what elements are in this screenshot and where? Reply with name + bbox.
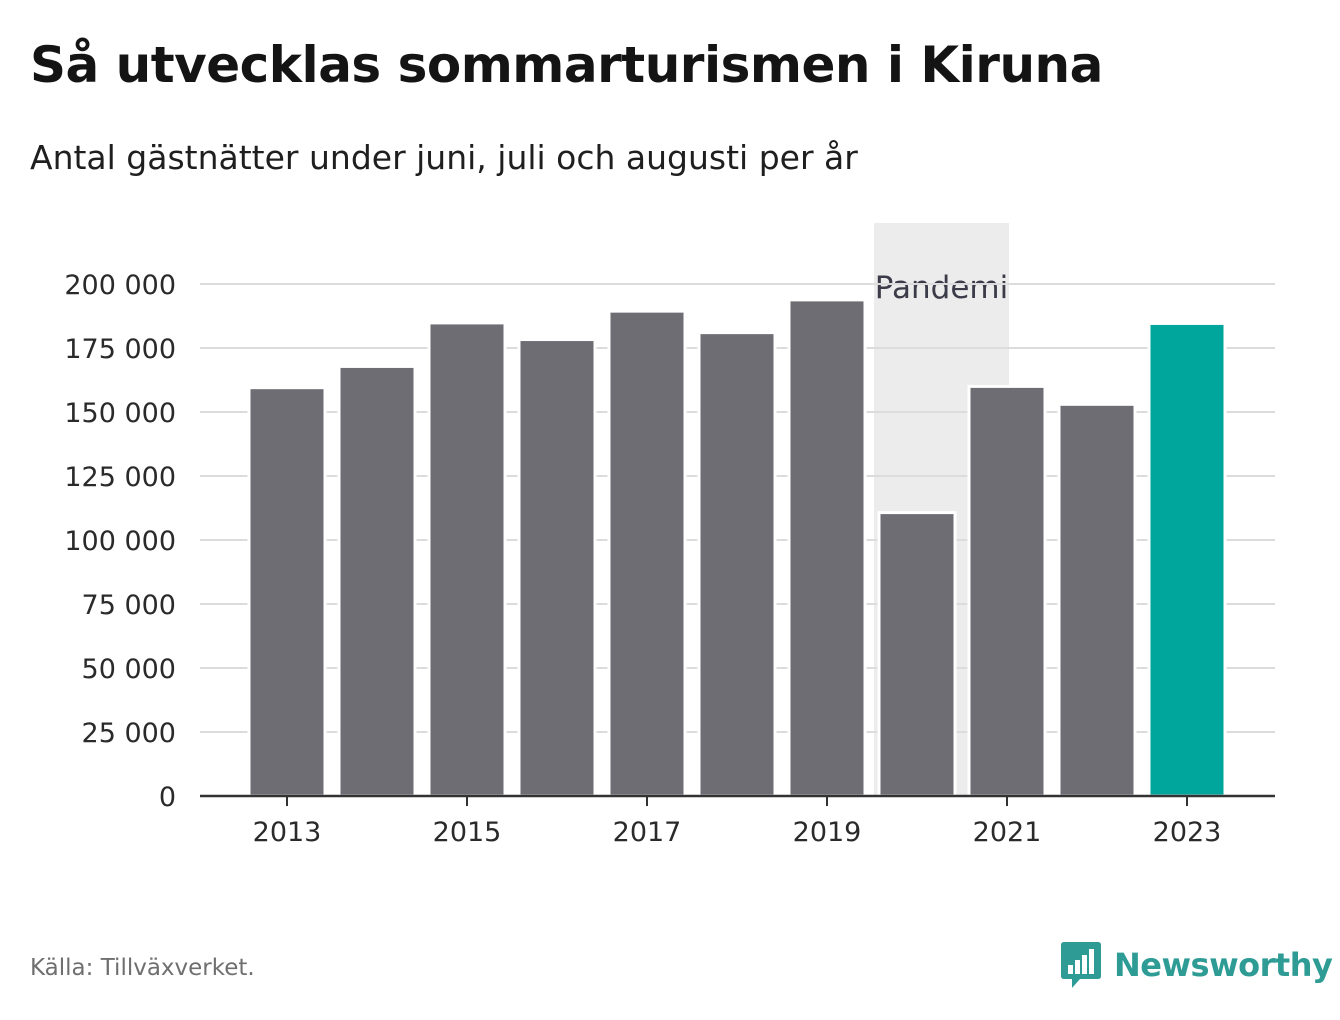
y-tick-label: 150 000 <box>64 398 176 429</box>
bar-2020 <box>877 511 957 798</box>
bar-2017 <box>607 309 687 798</box>
x-tick-label: 2013 <box>253 817 322 848</box>
x-tick-label: 2015 <box>433 817 502 848</box>
brand-name: Newsworthy <box>1114 946 1333 984</box>
y-tick-label: 200 000 <box>64 270 176 301</box>
bar-2015 <box>427 321 507 798</box>
x-tick-label: 2023 <box>1153 817 1222 848</box>
brand-logo: Newsworthy <box>1060 940 1333 990</box>
bar-2013 <box>247 386 327 798</box>
bar-chart: Pandemi 0 25 000 50 000 75 000 100 000 125 00… <box>64 223 1275 848</box>
pandemic-label: Pandemi <box>875 270 1009 306</box>
source-note: Källa: Tillväxverket. <box>30 955 255 981</box>
bar-2021 <box>967 384 1047 798</box>
y-tick-label: 125 000 <box>64 462 176 493</box>
newsworthy-logo-icon <box>1061 942 1101 988</box>
y-tick-label: 75 000 <box>82 590 176 621</box>
y-tick-label: 0 <box>159 782 176 813</box>
chart-subtitle: Antal gästnätter under juni, juli och au… <box>30 138 858 177</box>
y-tick-label: 50 000 <box>82 654 176 685</box>
bar-2014 <box>337 364 417 798</box>
chart-title: Så utvecklas sommarturismen i Kiruna <box>30 36 1103 94</box>
bar-2016 <box>517 338 597 798</box>
bar-2018 <box>697 331 777 798</box>
x-tick-label: 2017 <box>613 817 682 848</box>
y-tick-label: 25 000 <box>82 718 176 749</box>
y-tick-label: 175 000 <box>64 334 176 365</box>
bar-2022 <box>1057 402 1137 798</box>
y-tick-label: 100 000 <box>64 526 176 557</box>
x-tick-label: 2021 <box>973 817 1042 848</box>
bar-2019 <box>787 298 867 798</box>
x-tick-label: 2019 <box>793 817 862 848</box>
bar-2023 <box>1147 321 1227 798</box>
